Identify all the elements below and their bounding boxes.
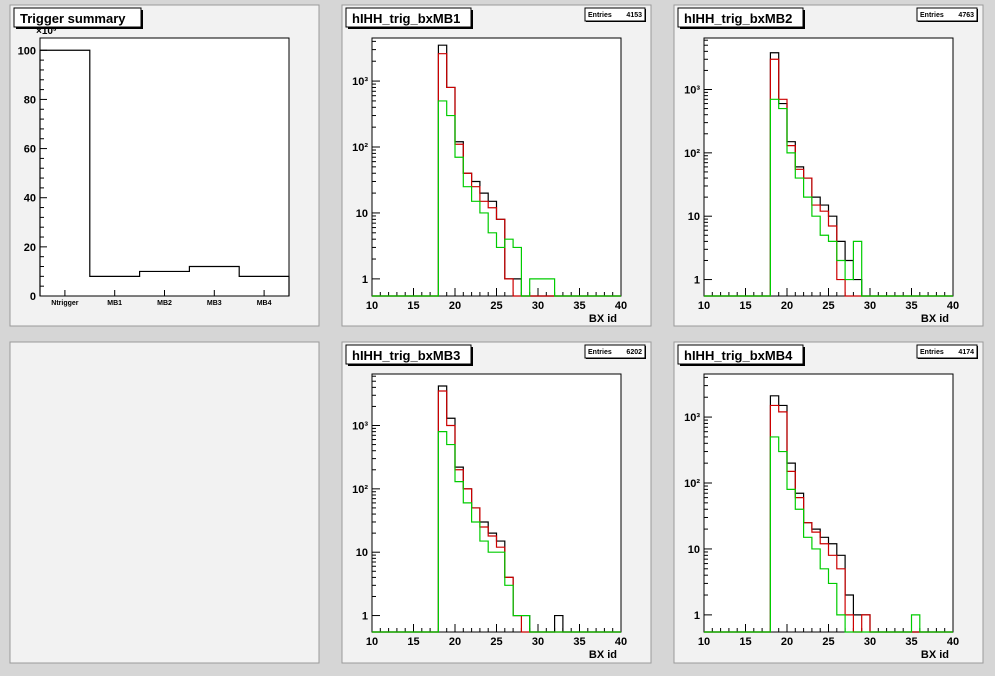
stats-box	[584, 344, 646, 359]
plot-frame	[371, 373, 622, 633]
chart-title: hIHH_trig_bxMB3	[352, 348, 460, 363]
title-box	[345, 7, 472, 28]
y-tick-label: 80	[24, 94, 36, 106]
y-tick-label: 20	[24, 242, 36, 254]
x-tick-label: 15	[739, 300, 751, 312]
y-tick-label: 0	[30, 291, 36, 303]
stats-label: Entries	[588, 12, 612, 19]
x-tick-label: MB4	[257, 300, 272, 307]
y-tick-label: 10	[688, 211, 700, 223]
chart-title: hIHH_trig_bxMB1	[352, 11, 460, 26]
x-tick-label: 10	[366, 300, 378, 312]
plot-frame	[371, 37, 622, 297]
x-tick-label: 15	[739, 636, 751, 648]
y-tick-label: 1	[694, 610, 700, 622]
y-tick-label: 10²	[352, 484, 368, 496]
stats-box	[916, 344, 978, 359]
x-tick-label: 30	[532, 636, 544, 648]
x-tick-label: 35	[573, 300, 585, 312]
x-axis-label: BX id	[589, 649, 617, 661]
x-tick-label: MB3	[207, 300, 222, 307]
x-tick-label: 40	[947, 300, 959, 312]
x-tick-label: MB1	[107, 300, 122, 307]
stats-label: Entries	[920, 12, 944, 19]
x-tick-label: 35	[905, 300, 917, 312]
y-tick-label: 1	[362, 274, 368, 286]
histogram-bars	[39, 49, 290, 296]
x-axis-label: BX id	[921, 649, 949, 661]
stats-box	[916, 7, 978, 22]
x-tick-label: 35	[905, 636, 917, 648]
x-tick-label: MB2	[157, 300, 172, 307]
x-tick-label: 30	[532, 300, 544, 312]
y-tick-label: 10	[356, 208, 368, 220]
title-box	[677, 7, 804, 28]
x-tick-label: 10	[366, 636, 378, 648]
plot-frame	[39, 37, 290, 297]
x-tick-label: 40	[615, 636, 627, 648]
x-tick-label: 15	[407, 636, 419, 648]
y-tick-label: 60	[24, 144, 36, 156]
x-tick-label: 25	[822, 636, 834, 648]
plot-frame	[703, 37, 954, 297]
y-tick-label: 10²	[684, 148, 700, 160]
x-tick-label: 30	[864, 300, 876, 312]
stats-label: Entries	[920, 349, 944, 356]
series-green-line	[372, 431, 621, 633]
x-tick-label: 35	[573, 636, 585, 648]
y-tick-label: 10	[688, 544, 700, 556]
y-tick-label: 1	[362, 611, 368, 623]
x-tick-label: 25	[490, 636, 502, 648]
x-tick-label: 30	[864, 636, 876, 648]
y-tick-label: 10²	[352, 142, 368, 154]
title-box	[13, 7, 142, 28]
x-tick-label: 15	[407, 300, 419, 312]
series-green-line	[372, 100, 621, 297]
y-tick-label: 40	[24, 193, 36, 205]
y-tick-label: 10³	[352, 76, 368, 88]
x-tick-label: 25	[490, 300, 502, 312]
x-tick-label: 40	[947, 636, 959, 648]
stats-value: 4153	[626, 12, 642, 19]
plot-layer: Trigger summary 0 20 40 60 80 100×10³ Ntrigger M…	[13, 7, 978, 661]
title-box	[677, 344, 804, 365]
title-box	[345, 344, 472, 365]
x-tick-label: Ntrigger	[51, 300, 79, 307]
y-tick-label: 100	[18, 45, 36, 57]
y-tick-label: 10³	[684, 84, 700, 96]
chart-title: Trigger summary	[20, 11, 126, 26]
y-tick-label: 10²	[684, 478, 700, 490]
stats-value: 4763	[958, 12, 974, 19]
x-axis-label: BX id	[589, 313, 617, 325]
stats-label: Entries	[588, 349, 612, 356]
x-tick-label: 40	[615, 300, 627, 312]
y-tick-label: 10³	[352, 420, 368, 432]
x-axis-label: BX id	[921, 313, 949, 325]
pad-empty	[9, 341, 320, 664]
x-tick-label: 10	[698, 300, 710, 312]
stats-value: 4174	[958, 349, 974, 356]
y-tick-label: 10³	[684, 412, 700, 424]
exponent-label: ×10³	[36, 26, 57, 37]
y-tick-label: 10	[356, 547, 368, 559]
x-tick-label: 20	[781, 636, 793, 648]
series-green-line	[704, 98, 953, 297]
plot-frame	[703, 373, 954, 633]
series-green-line	[704, 436, 953, 633]
x-tick-label: 10	[698, 636, 710, 648]
x-tick-label: 20	[449, 300, 461, 312]
stats-box	[584, 7, 646, 22]
x-tick-label: 25	[822, 300, 834, 312]
y-tick-label: 1	[694, 275, 700, 287]
stats-value: 6202	[626, 349, 642, 356]
x-tick-label: 20	[449, 636, 461, 648]
chart-title: hIHH_trig_bxMB2	[684, 11, 792, 26]
chart-title: hIHH_trig_bxMB4	[684, 348, 793, 363]
x-tick-label: 20	[781, 300, 793, 312]
